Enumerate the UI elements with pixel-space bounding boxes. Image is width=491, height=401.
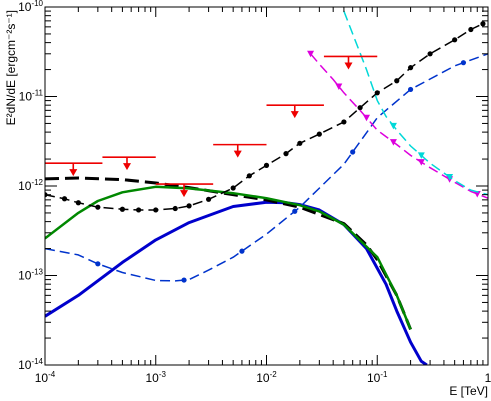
series-layer [45, 10, 488, 365]
upper-limit-arrow-4 [290, 111, 299, 119]
series-3-marker-7 [172, 205, 178, 212]
series-3-marker-23 [468, 26, 474, 33]
x-tick-label-4: 1 [485, 371, 491, 385]
series-4-marker-4 [350, 149, 356, 155]
x-tick-label-3: 10-1 [367, 370, 388, 385]
y-tick-label-1: 10-13 [18, 268, 43, 283]
series-4-marker-3 [292, 208, 298, 214]
series-3-marker-20 [407, 65, 414, 71]
series-3-marker-2 [75, 200, 81, 206]
series-3-marker-14 [297, 140, 303, 146]
series-5-marker-2 [363, 114, 371, 122]
upper-limits-layer [45, 55, 378, 198]
x-tick-label-1: 10-3 [146, 370, 167, 385]
x-tick-label-2: 10-2 [256, 370, 277, 385]
y-tick-label-2: 10-12 [18, 178, 43, 193]
y-axis-label: E²dN/dE [ergcm⁻²s⁻¹] [4, 10, 18, 125]
x-tick-label-0: 10-4 [35, 370, 56, 385]
y-tick-labels: 10-14 10-13 10-12 10-11 10-10 [18, 0, 43, 372]
series-line-4 [45, 53, 488, 282]
upper-limit-arrow-2 [180, 190, 189, 198]
upper-limit-arrow-3 [233, 150, 242, 158]
series-3-marker-24 [480, 21, 486, 27]
series-line-6 [343, 10, 488, 196]
series-5-marker-6 [473, 190, 481, 198]
series-4-marker-6 [460, 60, 467, 66]
ticks-layer [44, 7, 488, 366]
series-3-marker-6 [153, 207, 159, 213]
series-3-marker-16 [341, 119, 347, 125]
y-tick-label-0: 10-14 [18, 357, 43, 372]
series-3-marker-21 [427, 51, 433, 57]
series-3-marker-5 [135, 207, 142, 213]
series-5-marker-0 [307, 50, 315, 58]
series-3-marker-19 [394, 78, 400, 84]
series-3-marker-3 [95, 204, 101, 210]
series-3-marker-18 [374, 90, 380, 96]
upper-limit-arrow-5 [344, 62, 353, 70]
series-3-marker-10 [230, 185, 236, 191]
y-tick-label-3: 10-11 [19, 89, 44, 104]
series-3-marker-15 [316, 131, 322, 137]
series-4-marker-0 [95, 261, 101, 267]
upper-limit-arrow-0 [69, 169, 78, 177]
series-3-marker-13 [283, 151, 289, 157]
series-5-marker-1 [335, 83, 343, 91]
series-5-marker-3 [389, 139, 397, 146]
upper-limit-arrow-1 [122, 163, 131, 171]
series-3-marker-22 [452, 37, 458, 43]
x-tick-labels: 10-4 10-3 10-2 10-1 1 [35, 370, 491, 385]
series-3-marker-4 [119, 206, 126, 212]
series-3-marker-11 [246, 173, 252, 179]
series-5-marker-4 [417, 159, 425, 166]
series-line-5 [310, 53, 488, 199]
series-3-marker-1 [61, 196, 68, 202]
series-6-marker-1 [417, 152, 425, 159]
series-4-marker-1 [181, 277, 187, 283]
series-6-marker-2 [446, 173, 454, 181]
series-3-marker-12 [263, 162, 270, 168]
series-3-marker-17 [357, 105, 363, 111]
x-axis-label: E [TeV] [449, 384, 488, 398]
series-3-marker-8 [186, 203, 192, 209]
series-4-marker-5 [407, 86, 414, 93]
series-line-2 [45, 185, 412, 330]
y-tick-label-4: 10-10 [18, 0, 43, 14]
series-6-marker-0 [389, 122, 397, 130]
series-4-marker-2 [239, 248, 245, 254]
series-3-marker-9 [205, 196, 212, 202]
